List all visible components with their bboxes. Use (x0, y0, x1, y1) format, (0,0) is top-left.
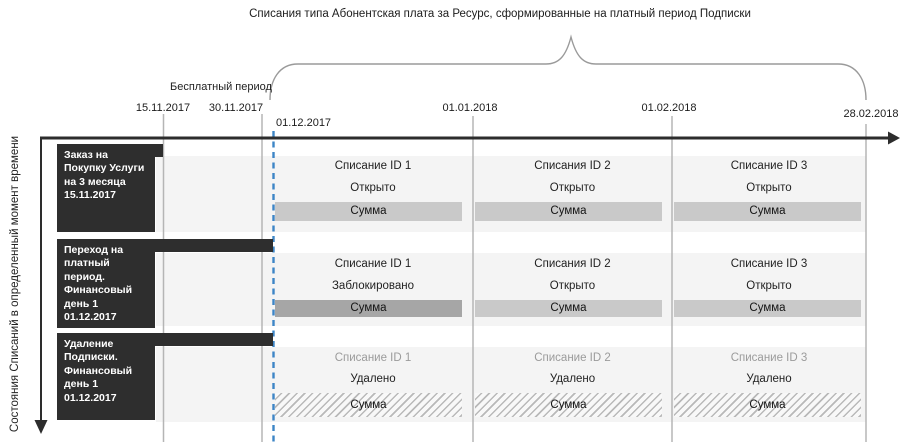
states-axis-arrowhead (34, 420, 48, 434)
row2-charge3: Списание ID 3 Открыто Сумма (672, 257, 866, 317)
amount-bar: Сумма (674, 393, 861, 417)
charge-id: Списания ID 2 (534, 160, 611, 172)
charge-status: Открыто (549, 280, 596, 292)
row2-label: Переход на платный период. Финансовый де… (57, 239, 155, 328)
y-axis-label: Состояния Списаний в определенный момент… (9, 135, 21, 433)
time-axis-arrowhead (888, 131, 900, 145)
amount-bar: Сумма (674, 202, 861, 221)
charge-status: Открыто (350, 182, 396, 194)
date-label-01-12-2017: 01.12.2017 (276, 117, 332, 129)
amount-bar: Сумма (275, 202, 462, 221)
amount-bar: Сумма (475, 393, 662, 417)
row3-charge2: Списание ID 2 Удалено Сумма (473, 351, 672, 417)
date-label-01-01-2018: 01.01.2018 (442, 102, 498, 114)
charge-id: Списания ID 2 (534, 258, 611, 270)
charge-id: Списание ID 1 (334, 352, 412, 364)
charge-status: Удалено (746, 373, 792, 385)
diagram-title: Списания типа Абонентская плата за Ресур… (249, 8, 751, 20)
amount-bar: Сумма (275, 300, 462, 317)
amount-bar: Сумма (275, 393, 462, 417)
charge-status: Удалено (350, 373, 396, 385)
row3-label: Удаление Подписки. Финансовый день 1 01.… (57, 333, 155, 420)
row2-charge1: Списание ID 1 Заблокировано Сумма (273, 257, 473, 317)
date-label-28-02-2018: 28.02.2018 (843, 108, 899, 120)
amount-bar: Сумма (475, 300, 662, 317)
charge-status: Заблокировано (331, 280, 415, 292)
charge-status: Открыто (549, 182, 596, 194)
charge-status: Удалено (549, 373, 596, 385)
charge-id: Списание ID 3 (730, 352, 808, 364)
date-label-15-11-2017: 15.11.2017 (135, 102, 191, 114)
paid-period-brace (269, 34, 867, 101)
date-label-30-11-2017: 30.11.2017 (208, 102, 264, 114)
row1-charge1: Списание ID 1 Открыто Сумма (273, 159, 473, 221)
charge-id: Списание ID 2 (534, 352, 611, 364)
charge-id: Списание ID 3 (730, 258, 808, 270)
free-period-label: Бесплатный период (170, 81, 272, 93)
charge-id: Списание ID 1 (334, 258, 412, 270)
charge-id: Списание ID 3 (730, 160, 808, 172)
row1-charge2: Списания ID 2 Открыто Сумма (473, 159, 672, 221)
date-label-01-02-2018: 01.02.2018 (641, 102, 697, 114)
row1-charge3: Списание ID 3 Открыто Сумма (672, 159, 866, 221)
charge-id: Списание ID 1 (334, 160, 412, 172)
row3-charge1: Списание ID 1 Удалено Сумма (273, 351, 473, 417)
row2-charge2: Списания ID 2 Открыто Сумма (473, 257, 672, 317)
row3-charge3: Списание ID 3 Удалено Сумма (672, 351, 866, 417)
charge-status: Открыто (746, 182, 792, 194)
amount-bar: Сумма (475, 202, 662, 221)
charge-status: Открыто (746, 280, 792, 292)
amount-bar: Сумма (674, 300, 861, 317)
row1-label: Заказ на Покупку Услуги на 3 месяца 15.1… (57, 144, 155, 232)
